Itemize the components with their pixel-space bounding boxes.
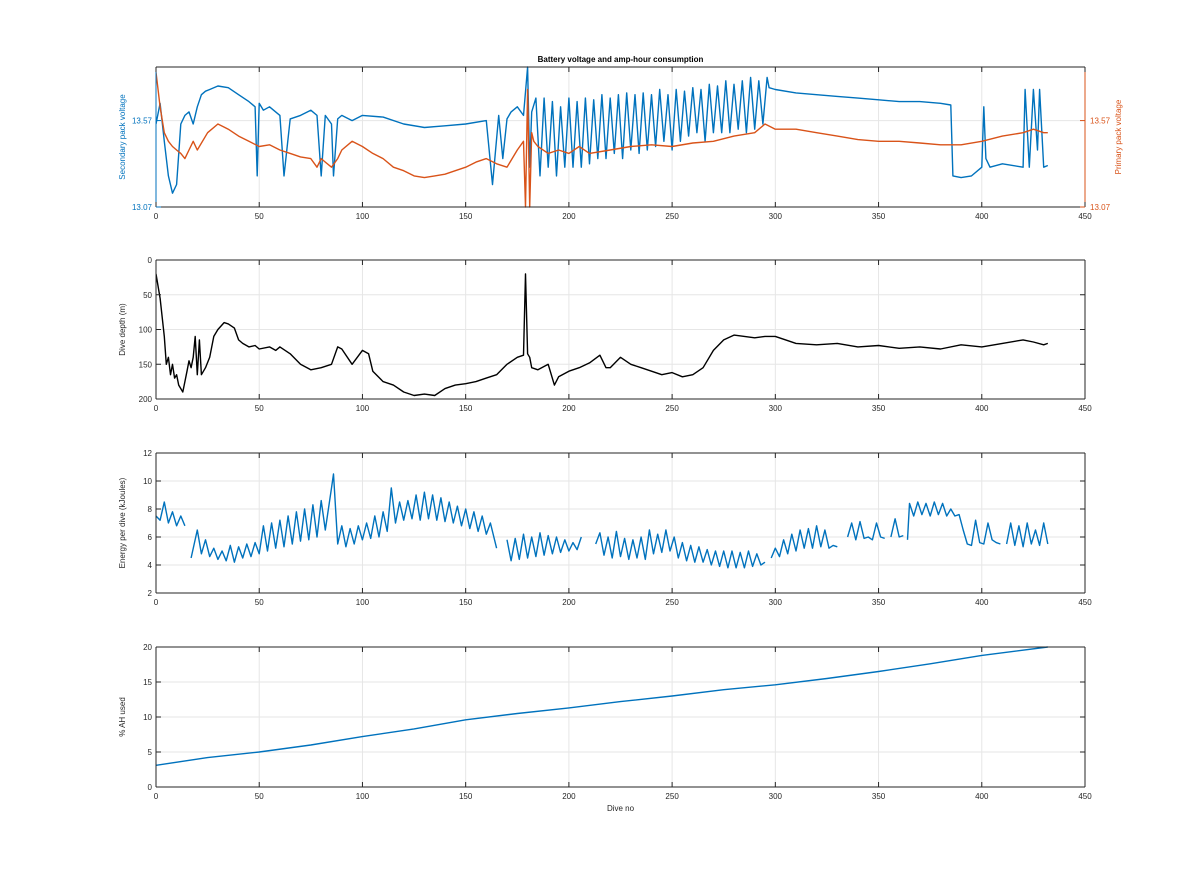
y-tick-label: 10	[143, 713, 152, 722]
y-tick-label: 50	[143, 291, 152, 300]
x-tick-label: 400	[975, 212, 989, 221]
series-1-line-seg-9	[1005, 522, 1049, 548]
series-1-line-seg-3	[506, 532, 582, 562]
y-axis-label: % AH used	[118, 697, 127, 737]
x-tick-label: 150	[459, 404, 473, 413]
y-tick-label: 10	[143, 477, 152, 486]
y-tick-label: 100	[139, 326, 153, 335]
x-tick-label: 100	[356, 598, 370, 607]
x-tick-label: 350	[872, 792, 886, 801]
y-tick-label: 0	[148, 783, 153, 792]
y-tick-label-right: 13.07	[1090, 203, 1111, 212]
x-tick-label: 300	[769, 598, 783, 607]
x-tick-label: 300	[769, 792, 783, 801]
series-1-line-seg-2	[190, 473, 498, 563]
y-tick-label: 15	[143, 678, 152, 687]
x-tick-label: 100	[356, 212, 370, 221]
x-tick-label: 150	[459, 212, 473, 221]
x-tick-label: 400	[975, 792, 989, 801]
series-1-line-seg-6	[846, 520, 885, 541]
x-tick-label: 200	[562, 404, 576, 413]
subplots: 0 50 100 150 200 250 300 350 400 45013.0713.5713.…	[118, 66, 1123, 813]
x-tick-label: 50	[255, 212, 264, 221]
y-tick-label: 13.57	[132, 117, 153, 126]
x-axis-label: Dive no	[607, 804, 635, 813]
x-tick-label: 450	[1078, 792, 1092, 801]
x-tick-label: 400	[975, 598, 989, 607]
subplot-3: 0 50 100 150 200 250 300 350 400 450 2 4 6 8 10 12 Energ…	[118, 449, 1092, 607]
y-tick-label: 20	[143, 643, 152, 652]
x-tick-label: 350	[872, 404, 886, 413]
y-tick-label: 8	[148, 505, 153, 514]
x-tick-label: 400	[975, 404, 989, 413]
x-tick-label: 0	[154, 404, 159, 413]
x-tick-label: 200	[562, 598, 576, 607]
x-tick-label: 250	[665, 598, 679, 607]
x-tick-label: 200	[562, 792, 576, 801]
y-tick-label: 5	[148, 748, 153, 757]
y-tick-label: 4	[148, 561, 153, 570]
x-tick-label: 150	[459, 792, 473, 801]
series-1-line	[156, 646, 1048, 766]
x-tick-label: 150	[459, 598, 473, 607]
x-tick-label: 350	[872, 212, 886, 221]
series-1-line	[156, 66, 1049, 194]
y-tick-label: 150	[139, 360, 153, 369]
x-tick-label: 300	[769, 404, 783, 413]
y-tick-label: 0	[148, 256, 153, 265]
x-tick-label: 50	[255, 598, 264, 607]
x-tick-label: 250	[665, 212, 679, 221]
y-axis-label: Energy per dive (kJoules)	[118, 477, 127, 568]
x-tick-label: 0	[154, 598, 159, 607]
y-tick-label: 2	[148, 589, 153, 598]
y-axis-label: Secondary pack voltage	[118, 94, 127, 180]
x-tick-label: 100	[356, 404, 370, 413]
x-tick-label: 200	[562, 212, 576, 221]
x-tick-label: 250	[665, 404, 679, 413]
x-tick-label: 50	[255, 792, 264, 801]
series-1-line-seg-4	[595, 529, 766, 569]
subplot-2: 0 50 100 150 200 250 300 350 400 450 0 50 100 150 200 D…	[118, 256, 1092, 413]
y-tick-label-right: 13.57	[1090, 117, 1111, 126]
subplot-4: 0 50 100 150 200 250 300 350 400 450 0 5 10 15 20 % AH …	[118, 643, 1092, 813]
x-tick-label: 100	[356, 792, 370, 801]
y-tick-label: 200	[139, 395, 153, 404]
y-tick-label: 6	[148, 533, 153, 542]
x-tick-label: 450	[1078, 598, 1092, 607]
x-tick-label: 300	[769, 212, 783, 221]
figure-title: Battery voltage and amp-hour consumption	[538, 55, 704, 64]
x-tick-label: 0	[154, 212, 159, 221]
x-tick-label: 350	[872, 598, 886, 607]
x-tick-label: 450	[1078, 212, 1092, 221]
y-axis-label-right: Primary pack voltage	[1114, 99, 1123, 174]
y-axis-label: Dive depth (m)	[118, 303, 127, 356]
series-2-line	[156, 72, 1048, 208]
x-tick-label: 250	[665, 792, 679, 801]
x-tick-label: 0	[154, 792, 159, 801]
y-tick-label: 12	[143, 449, 152, 458]
series-1-line-seg-5	[770, 525, 838, 559]
series-1-line-seg-8	[906, 501, 1001, 547]
subplot-1: 0 50 100 150 200 250 300 350 400 45013.0713.5713.…	[118, 66, 1123, 221]
x-tick-label: 450	[1078, 404, 1092, 413]
y-tick-label: 13.07	[132, 203, 153, 212]
series-1-line-seg-1	[156, 501, 186, 527]
series-1-line-seg-7	[890, 518, 904, 538]
series-1-line	[156, 273, 1049, 397]
x-tick-label: 50	[255, 404, 264, 413]
